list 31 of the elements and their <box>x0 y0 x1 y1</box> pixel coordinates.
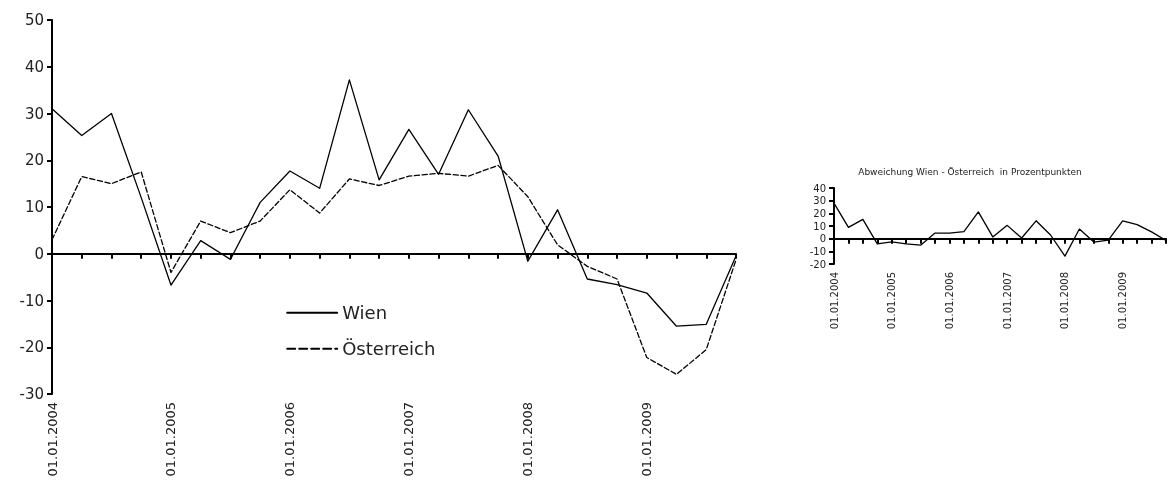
y-tick-label: -10 <box>19 291 44 310</box>
y-tick-label: 10 <box>24 198 44 216</box>
legend-label: Österreich <box>342 338 436 360</box>
y-tick-label: 40 <box>24 57 44 76</box>
x-tick-label: 01.01.2008 <box>520 402 536 477</box>
x-tick-label: 01.01.2006 <box>943 272 955 330</box>
y-tick-label: 20 <box>24 151 44 170</box>
y-tick-label: 20 <box>813 207 826 219</box>
x-tick-label: 01.01.2005 <box>163 402 179 477</box>
y-tick-label: -20 <box>19 338 44 357</box>
y-tick-label: -20 <box>809 258 826 270</box>
y-tick-label: -10 <box>809 245 826 257</box>
x-tick-label: 01.01.2004 <box>44 402 60 477</box>
x-tick-label: 01.01.2009 <box>639 402 655 477</box>
y-tick-label: 0 <box>819 233 826 245</box>
y-tick-label: 0 <box>34 244 44 263</box>
x-tick-label: 01.01.2006 <box>282 402 298 477</box>
chart-title: Abweichung Wien - Österreich in Prozentpunkten <box>858 166 1082 177</box>
x-tick-label: 01.01.2007 <box>401 402 417 477</box>
x-tick-label: 01.01.2004 <box>828 272 840 330</box>
x-tick-label: 01.01.2009 <box>1117 272 1129 330</box>
y-tick-label: 10 <box>813 220 826 232</box>
x-tick-label: 01.01.2005 <box>886 272 898 330</box>
y-tick-label: 40 <box>813 182 826 194</box>
y-tick-label: -30 <box>19 385 44 403</box>
y-tick-label: 30 <box>24 104 44 123</box>
x-tick-label: 01.01.2007 <box>1001 272 1013 330</box>
y-tick-label: 30 <box>813 195 826 207</box>
y-tick-label: 50 <box>24 11 44 29</box>
x-tick-label: 01.01.2008 <box>1059 272 1071 330</box>
legend-label: Wien <box>342 302 388 324</box>
